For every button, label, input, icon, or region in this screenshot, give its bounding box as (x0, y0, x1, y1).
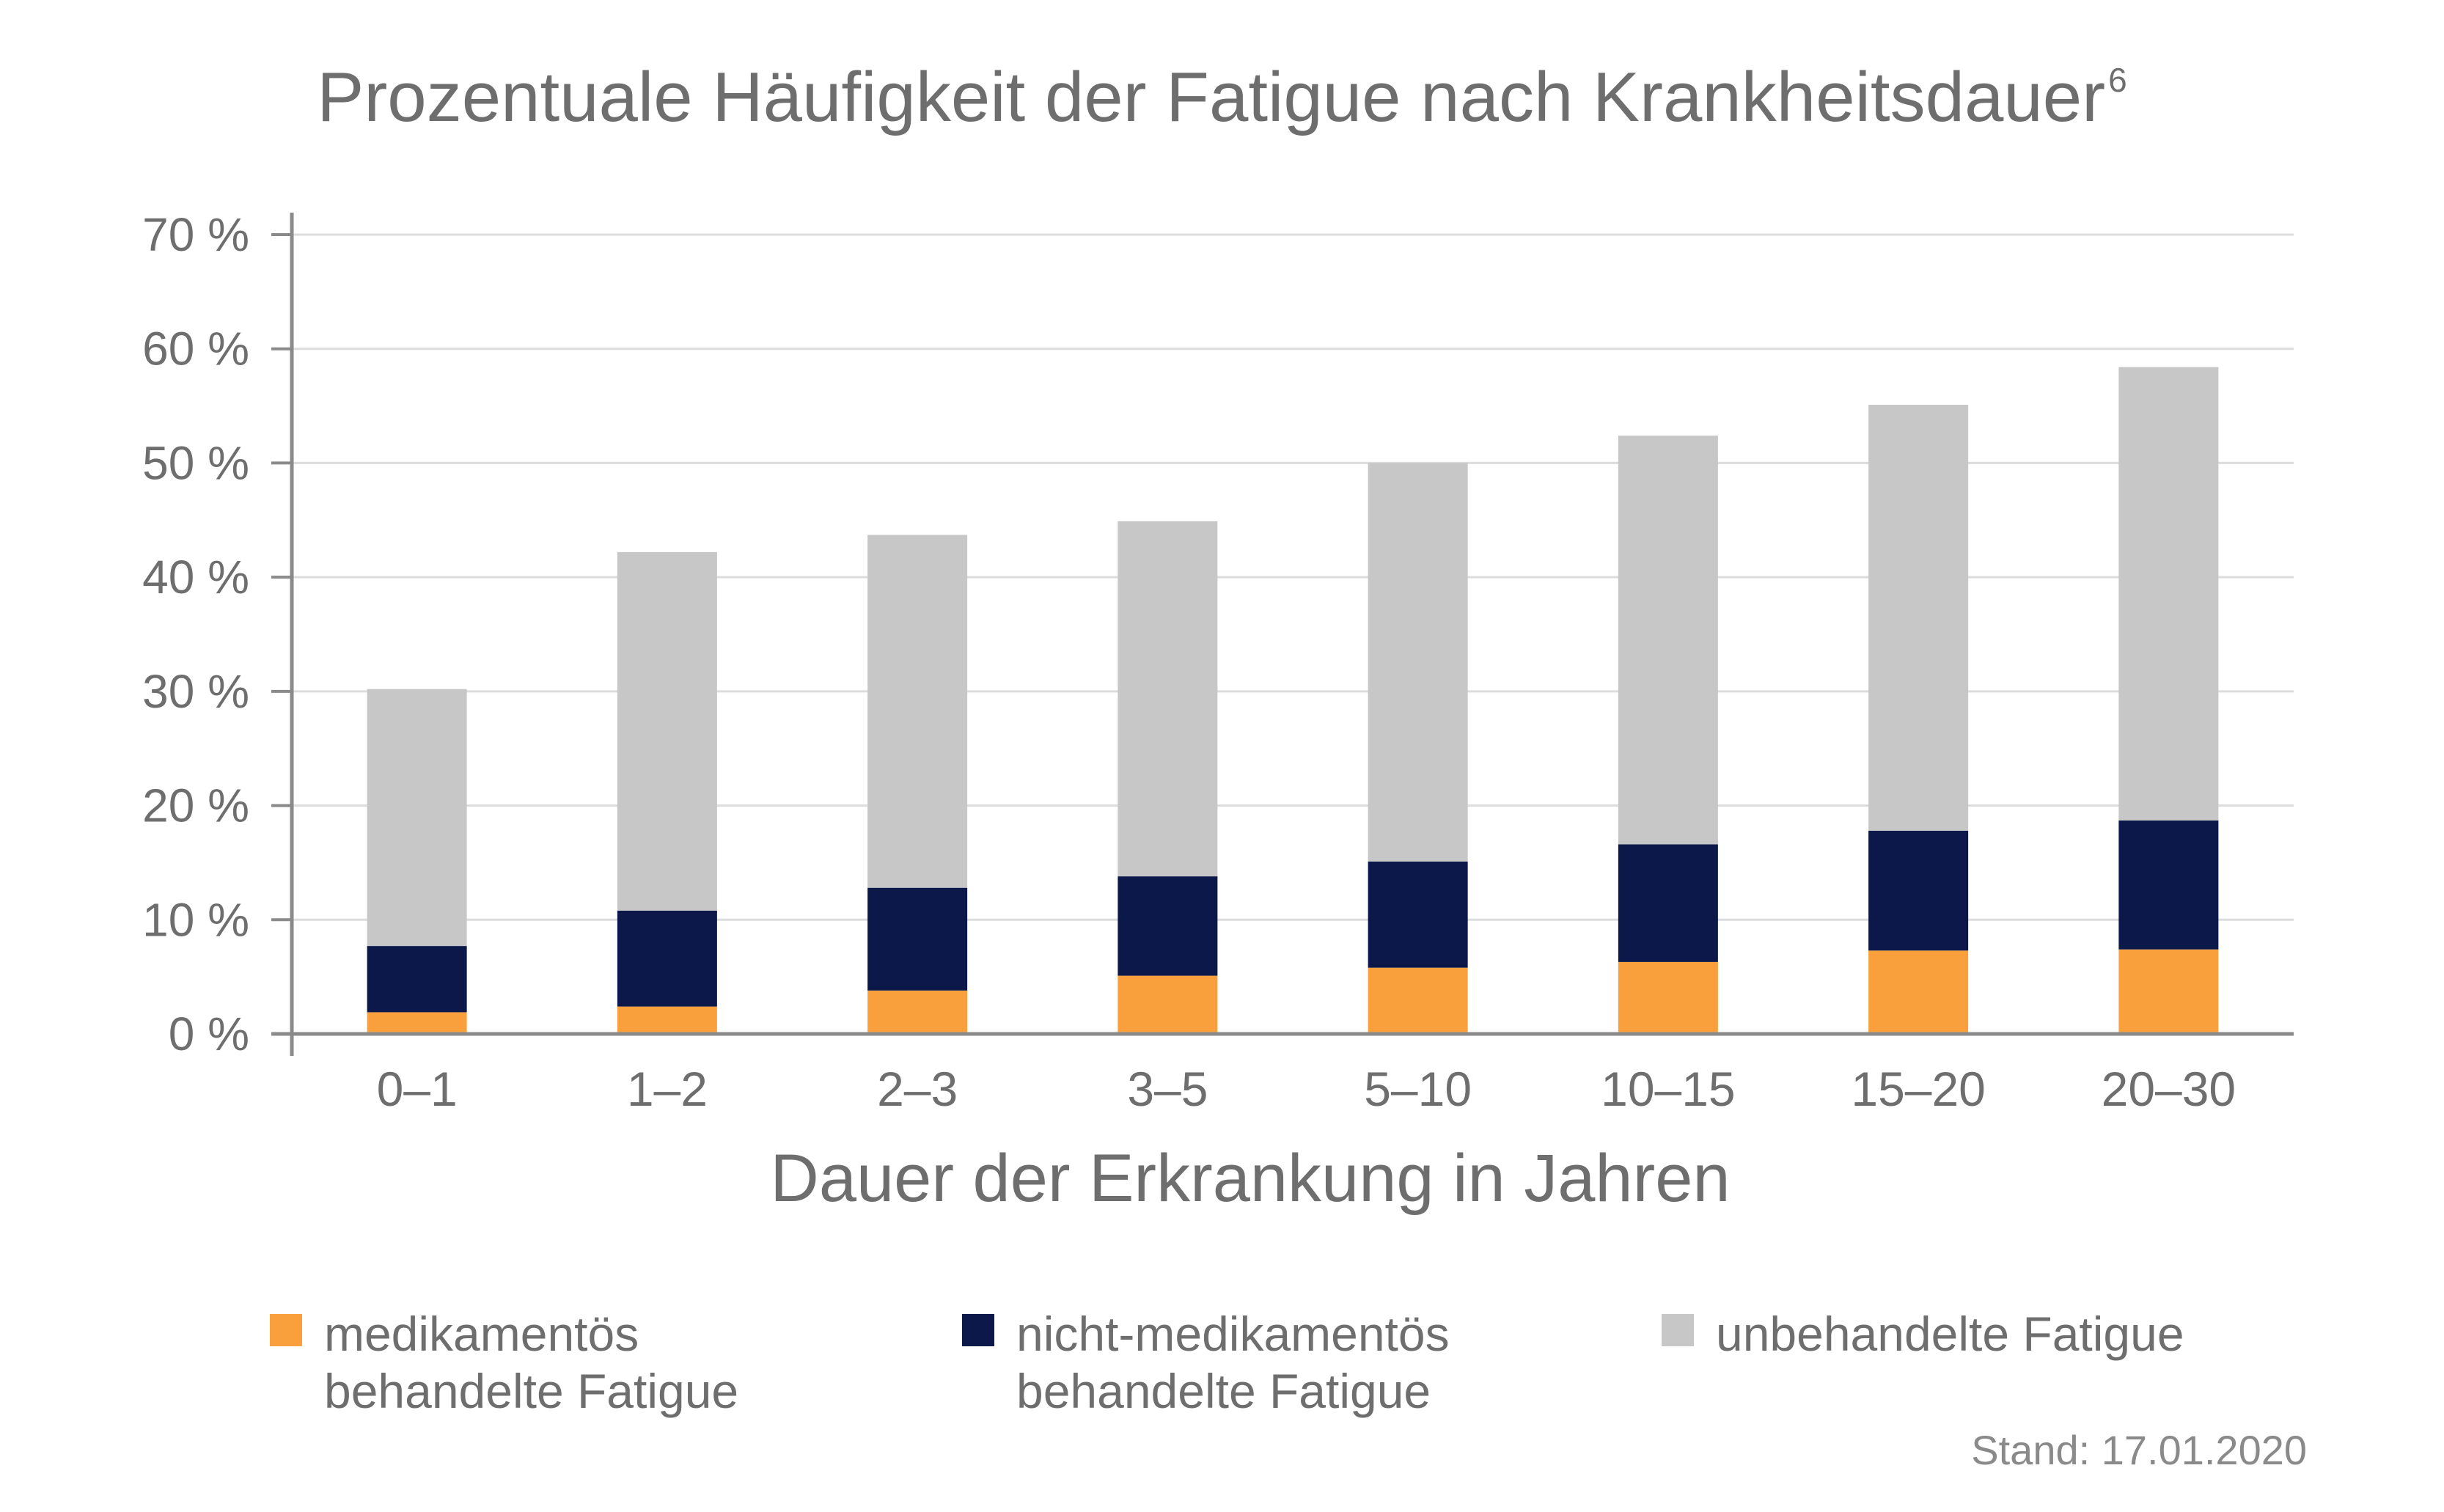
bar-segment-nicht-medikamentoes (1118, 876, 1218, 976)
legend-item-unbehandelt: unbehandelte Fatigue (1662, 1305, 2184, 1362)
y-tick-label: 40 % (142, 551, 249, 603)
bar-segment-unbehandelt (1618, 436, 1718, 845)
y-tick-label: 30 % (142, 665, 249, 718)
x-tick-label: 3–5 (1127, 1062, 1208, 1116)
bar-segment-nicht-medikamentoes (867, 887, 968, 991)
bar-segment-nicht-medikamentoes (367, 946, 467, 1013)
x-tick-label: 0–1 (377, 1062, 458, 1116)
x-tick-label: 15–20 (1851, 1062, 1986, 1116)
x-tick-label: 5–10 (1364, 1062, 1472, 1116)
bar-segment-medikamentoes (617, 1006, 717, 1034)
x-tick-label: 20–30 (2102, 1062, 2236, 1116)
date-note: Stand: 17.01.2020 (1971, 1427, 2307, 1473)
title-footnote-marker: 6 (2108, 61, 2127, 99)
y-tick-label: 0 % (169, 1008, 249, 1060)
x-tick-labels: 0–1 1–2 2–3 3–5 5–10 10–15 15–20 20–30 (377, 1062, 2236, 1116)
bar-segment-nicht-medikamentoes (1868, 830, 1969, 951)
legend-swatch-medikamentoes (270, 1314, 302, 1346)
legend-item-medikamentoes: medikamentös behandelte Fatigue (270, 1305, 738, 1420)
x-tick-label: 10–15 (1601, 1062, 1736, 1116)
x-axis-label: Dauer der Erkrankung in Jahren (770, 1141, 1730, 1216)
bar-segment-nicht-medikamentoes (2118, 820, 2219, 950)
legend-swatch-nicht-medikamentoes (962, 1314, 994, 1346)
axes (271, 213, 2294, 1056)
bar-segment-unbehandelt (617, 551, 717, 911)
bar-segment-nicht-medikamentoes (1368, 861, 1468, 968)
bar-segment-medikamentoes (1118, 975, 1218, 1034)
bar-segment-medikamentoes (1868, 950, 1969, 1034)
legend-label-nicht-medikamentoes: nicht-medikamentös behandelte Fatigue (1016, 1307, 1450, 1418)
chart-title: Prozentuale Häufigkeit der Fatigue nach … (317, 58, 2127, 136)
bar-segment-nicht-medikamentoes (617, 910, 717, 1007)
bar-segment-nicht-medikamentoes (1618, 844, 1718, 962)
y-tick-label: 20 % (142, 779, 249, 832)
bar-segment-unbehandelt (867, 535, 968, 888)
bar-segment-medikamentoes (1368, 967, 1468, 1034)
y-tick-label: 10 % (142, 893, 249, 946)
gridlines (271, 233, 2294, 1035)
x-tick-label: 1–2 (627, 1062, 708, 1116)
y-tick-label: 50 % (142, 436, 249, 489)
bar-segment-unbehandelt (1368, 463, 1468, 862)
y-tick-label: 60 % (142, 323, 249, 375)
bar-segment-medikamentoes (2118, 949, 2219, 1034)
bar-segment-unbehandelt (1868, 405, 1969, 831)
bar-segment-unbehandelt (1118, 521, 1218, 877)
legend-item-nicht-medikamentoes: nicht-medikamentös behandelte Fatigue (962, 1305, 1450, 1420)
x-tick-label: 2–3 (877, 1062, 958, 1116)
bar-segment-medikamentoes (367, 1012, 467, 1034)
bar-segment-unbehandelt (2118, 367, 2219, 821)
y-tick-labels: 0 % 10 % 20 % 30 % 40 % 50 % 60 % 70 % (142, 208, 249, 1060)
bar-segment-unbehandelt (367, 689, 467, 947)
bar-segment-medikamentoes (867, 990, 968, 1034)
legend-label-unbehandelt: unbehandelte Fatigue (1716, 1307, 2184, 1361)
bar-segment-medikamentoes (1618, 961, 1718, 1034)
bars (367, 367, 2219, 1034)
legend-label-medikamentoes: medikamentös behandelte Fatigue (324, 1307, 739, 1418)
y-tick-label: 70 % (142, 208, 249, 261)
legend-swatch-unbehandelt (1662, 1314, 1694, 1346)
